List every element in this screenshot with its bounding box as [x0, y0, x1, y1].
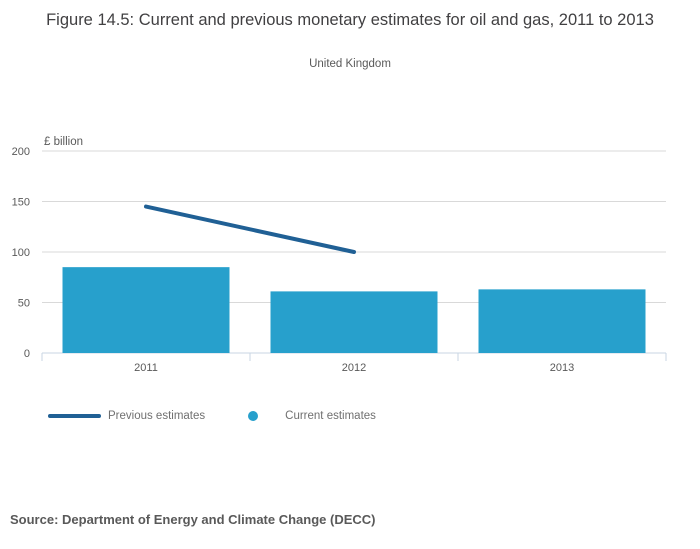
x-tick-label-2011: 2011 — [134, 362, 158, 374]
bar-2013 — [478, 289, 646, 353]
bar-line-chart: 0 50 100 150 200 £ billion 2011 2012 2013 — [12, 136, 667, 374]
chart-title: Figure 14.5: Current and previous moneta… — [46, 11, 654, 29]
legend-label-previous-estimates: Previous estimates — [108, 410, 206, 422]
y-tick-label-150: 150 — [12, 197, 30, 209]
current-estimates-circle-swatch — [248, 411, 259, 421]
y-tick-label-0: 0 — [24, 348, 30, 360]
y-axis-unit-label: £ billion — [44, 136, 83, 148]
bar-2012 — [270, 291, 438, 353]
x-tick-label-2012: 2012 — [342, 362, 366, 374]
previous-estimates-line — [144, 204, 356, 254]
chart-legend: Previous estimates Current estimates — [48, 407, 376, 425]
source-note: Source: Department of Energy and Climate… — [10, 512, 376, 527]
previous-estimates-line-swatch — [48, 414, 101, 418]
x-tick-label-2013: 2013 — [550, 362, 574, 374]
legend-label-current-estimates: Current estimates — [285, 410, 376, 422]
y-tick-label-50: 50 — [18, 298, 30, 310]
chart-subtitle: United Kingdom — [309, 58, 391, 70]
y-tick-label-200: 200 — [12, 146, 30, 158]
bar-2011 — [62, 267, 230, 353]
y-tick-label-100: 100 — [12, 247, 30, 259]
